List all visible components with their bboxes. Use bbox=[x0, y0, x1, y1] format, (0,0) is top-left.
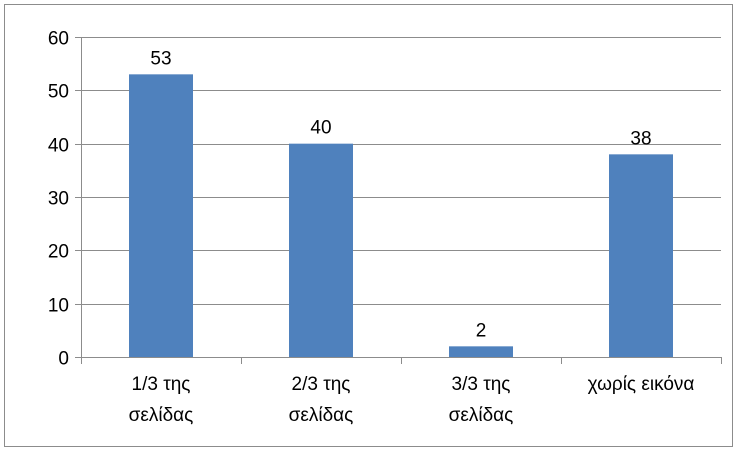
data-label: 53 bbox=[150, 48, 171, 69]
x-category-label: 2/3 της bbox=[292, 374, 351, 395]
x-category-label: χωρίς εικόνα bbox=[588, 374, 695, 395]
data-label: 40 bbox=[310, 118, 331, 139]
data-label: 2 bbox=[476, 320, 487, 341]
y-tick-label: 50 bbox=[48, 82, 69, 103]
x-category-label: 3/3 της bbox=[452, 374, 511, 395]
y-tick-label: 30 bbox=[48, 189, 69, 210]
y-tick-label: 10 bbox=[48, 296, 69, 317]
bar bbox=[449, 346, 513, 357]
y-tick-label: 40 bbox=[48, 136, 69, 157]
data-label: 38 bbox=[630, 128, 651, 149]
x-category-label: σελίδας bbox=[289, 405, 354, 426]
bar bbox=[289, 143, 353, 357]
bar bbox=[129, 74, 193, 357]
y-tick-label: 60 bbox=[48, 29, 69, 50]
bar bbox=[609, 154, 673, 357]
y-tick-label: 20 bbox=[48, 242, 69, 263]
x-category-label: 1/3 της bbox=[132, 374, 191, 395]
x-category-label: σελίδας bbox=[449, 405, 514, 426]
x-category-label: σελίδας bbox=[129, 405, 194, 426]
y-tick-label: 0 bbox=[58, 349, 69, 370]
